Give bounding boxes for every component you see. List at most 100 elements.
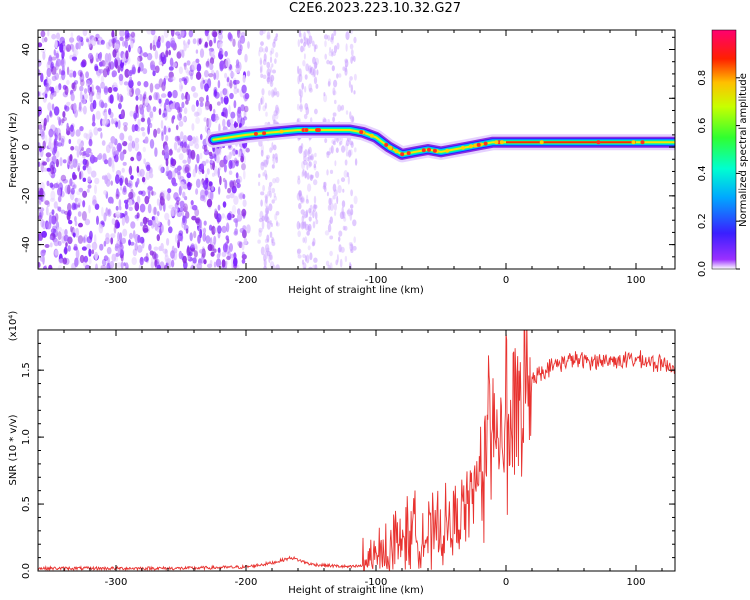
speckle-point <box>235 67 241 74</box>
speckle-point <box>235 160 239 167</box>
speckle-point <box>177 239 180 249</box>
speckle-point <box>204 83 209 92</box>
speckle-point <box>147 117 151 126</box>
speckle-point <box>149 112 154 122</box>
speckle-point <box>275 222 280 227</box>
speckle-point <box>308 83 313 92</box>
speckle-point <box>237 213 243 222</box>
speckle-point <box>96 57 100 63</box>
speckle-point <box>273 91 278 96</box>
speckle-point <box>308 155 311 163</box>
speckle-point <box>337 185 342 194</box>
speckle-point <box>42 197 46 203</box>
speckle-point <box>51 209 55 216</box>
speckle-point <box>213 227 218 234</box>
speckle-point <box>344 159 348 166</box>
speckle-point <box>124 177 129 185</box>
speckle-point <box>82 158 88 166</box>
speckle-point <box>38 233 41 242</box>
speckle-point <box>195 116 201 124</box>
speckle-point <box>135 95 139 101</box>
speckle-point <box>304 255 307 262</box>
speckle-point <box>233 86 238 95</box>
speckle-point <box>175 196 181 202</box>
speckle-point <box>172 115 176 120</box>
speckle-point <box>244 92 250 100</box>
speckle-point <box>190 200 194 206</box>
speckle-point <box>67 202 72 212</box>
speckle-point <box>61 59 65 65</box>
speckle-point <box>42 140 46 150</box>
top-y-tick-label: -40 <box>21 236 32 252</box>
speckle-point <box>223 95 229 105</box>
speckle-point <box>178 153 184 161</box>
speckle-point <box>62 111 66 118</box>
speckle-point <box>186 60 191 66</box>
speckle-point <box>238 33 241 42</box>
speckle-point <box>324 230 330 236</box>
speckle-point <box>79 149 82 156</box>
speckle-point <box>184 166 190 174</box>
speckle-point <box>203 259 207 265</box>
speckle-point <box>347 149 352 158</box>
speckle-point <box>336 73 339 79</box>
speckle-point <box>116 221 120 229</box>
speckle-point <box>242 229 247 239</box>
speckle-point <box>182 116 187 122</box>
speckle-point <box>120 110 124 119</box>
speckle-point <box>145 252 149 261</box>
speckle-point <box>76 35 82 42</box>
top-x-tick-label: -200 <box>235 275 258 286</box>
speckle-point <box>313 195 317 204</box>
spectrogram-frame <box>37 29 676 270</box>
top-x-axis-title: Height of straight line (km) <box>288 285 424 296</box>
speckle-point <box>193 111 200 117</box>
ridge-spot <box>468 144 473 149</box>
speckle-point <box>229 92 234 100</box>
speckle-point <box>85 218 89 226</box>
speckle-point <box>341 145 346 153</box>
speckle-point <box>89 132 93 138</box>
speckle-point <box>73 47 77 57</box>
speckle-point <box>88 52 93 60</box>
speckle-point <box>150 30 156 36</box>
speckle-point <box>85 153 90 158</box>
speckle-point <box>296 249 301 256</box>
ridge-spot <box>473 143 478 148</box>
speckle-point <box>195 58 200 64</box>
speckle-point <box>345 139 350 147</box>
speckle-point <box>328 51 333 57</box>
speckle-point <box>177 165 182 171</box>
speckle-point <box>38 142 41 147</box>
speckle-point <box>143 228 149 233</box>
speckle-point <box>141 176 146 183</box>
speckle-point <box>265 205 270 215</box>
speckle-point <box>275 33 278 38</box>
speckle-point <box>86 236 93 244</box>
speckle-point <box>311 40 315 47</box>
speckle-point <box>300 45 304 53</box>
speckle-point <box>155 65 160 74</box>
speckle-point <box>120 186 123 191</box>
speckle-point <box>303 36 306 44</box>
speckle-point <box>300 209 305 215</box>
speckle-point <box>66 122 69 131</box>
speckle-point <box>203 144 208 152</box>
speckle-point <box>298 190 303 197</box>
ridge-spot <box>384 142 389 147</box>
speckle-point <box>332 140 336 146</box>
speckle-point <box>262 184 265 192</box>
speckle-point <box>342 66 346 71</box>
speckle-point <box>258 181 261 187</box>
speckle-point <box>312 237 316 246</box>
speckle-point <box>104 175 109 185</box>
speckle-point <box>304 170 308 179</box>
speckle-point <box>239 122 242 128</box>
ridge-spot <box>304 128 309 132</box>
speckle-point <box>195 217 201 226</box>
speckle-point <box>222 243 228 253</box>
speckle-point <box>346 172 350 178</box>
speckle-point <box>208 73 214 78</box>
ridge-spot <box>400 152 405 157</box>
speckle-point <box>173 141 178 151</box>
